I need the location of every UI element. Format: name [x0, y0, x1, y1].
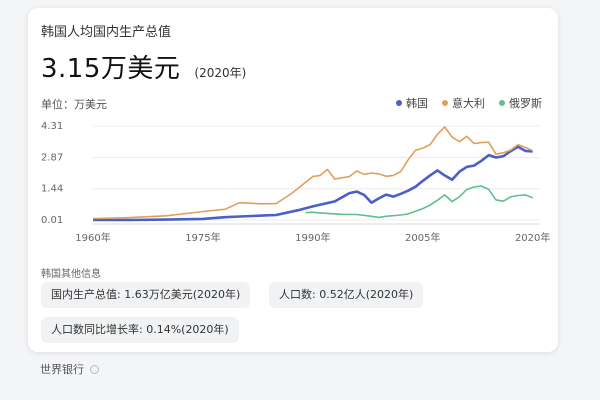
legend-item-2[interactable]: 俄罗斯 — [499, 95, 542, 111]
y-tick-label: 4.31 — [41, 121, 63, 132]
x-tick-label: 1990年 — [295, 231, 330, 244]
source-row: 世界银行 — [40, 361, 99, 377]
legend-item-1[interactable]: 意大利 — [442, 95, 485, 111]
source-label[interactable]: 世界银行 — [40, 363, 84, 376]
legend-label: 俄罗斯 — [509, 97, 542, 110]
x-tick-label: 1960年 — [75, 231, 110, 244]
card-title: 韩国人均国内生产总值 — [41, 25, 172, 40]
unit-label: 单位：万美元 — [41, 98, 107, 111]
legend-dot-icon — [499, 100, 505, 106]
headline-value: 3.15万美元 — [41, 54, 181, 84]
gdp-card: 韩国人均国内生产总值 3.15万美元 (2020年) 单位：万美元 韩国 意大利 俄… — [28, 8, 558, 352]
other-info-label: 韩国其他信息 — [41, 269, 101, 280]
y-tick-label: 0.01 — [41, 215, 63, 226]
y-tick-label: 1.44 — [41, 184, 63, 195]
series-line-1[interactable] — [92, 126, 534, 220]
info-icon[interactable] — [90, 364, 99, 374]
info-chip-gdp[interactable]: 国内生产总值: 1.63万亿美元(2020年) — [41, 282, 251, 308]
headline-year: (2020年) — [194, 66, 247, 80]
legend-label: 意大利 — [452, 97, 485, 110]
legend-label: 韩国 — [406, 97, 428, 110]
line-chart: 4.31 2.87 1.44 0.01 1960年 1975年 1990年 2005年 2020… — [41, 121, 550, 244]
series-line-2[interactable] — [305, 185, 534, 219]
legend-dot-icon — [442, 100, 448, 106]
x-tick-label: 2020年 — [515, 231, 550, 244]
x-tick-label: 1975年 — [185, 231, 220, 244]
legend-item-0[interactable]: 韩国 — [396, 95, 428, 111]
legend-dot-icon — [396, 100, 402, 106]
y-tick-label: 2.87 — [41, 152, 63, 163]
x-tick-label: 2005年 — [405, 231, 440, 244]
info-chip-population[interactable]: 人口数: 0.52亿人(2020年) — [269, 282, 424, 308]
chart-legend: 韩国 意大利 俄罗斯 — [396, 95, 542, 111]
info-chip-population-growth[interactable]: 人口数同比增长率: 0.14%(2020年) — [41, 317, 239, 343]
headline-value-row: 3.15万美元 (2020年) — [41, 48, 246, 85]
series-line-0[interactable] — [93, 145, 533, 222]
